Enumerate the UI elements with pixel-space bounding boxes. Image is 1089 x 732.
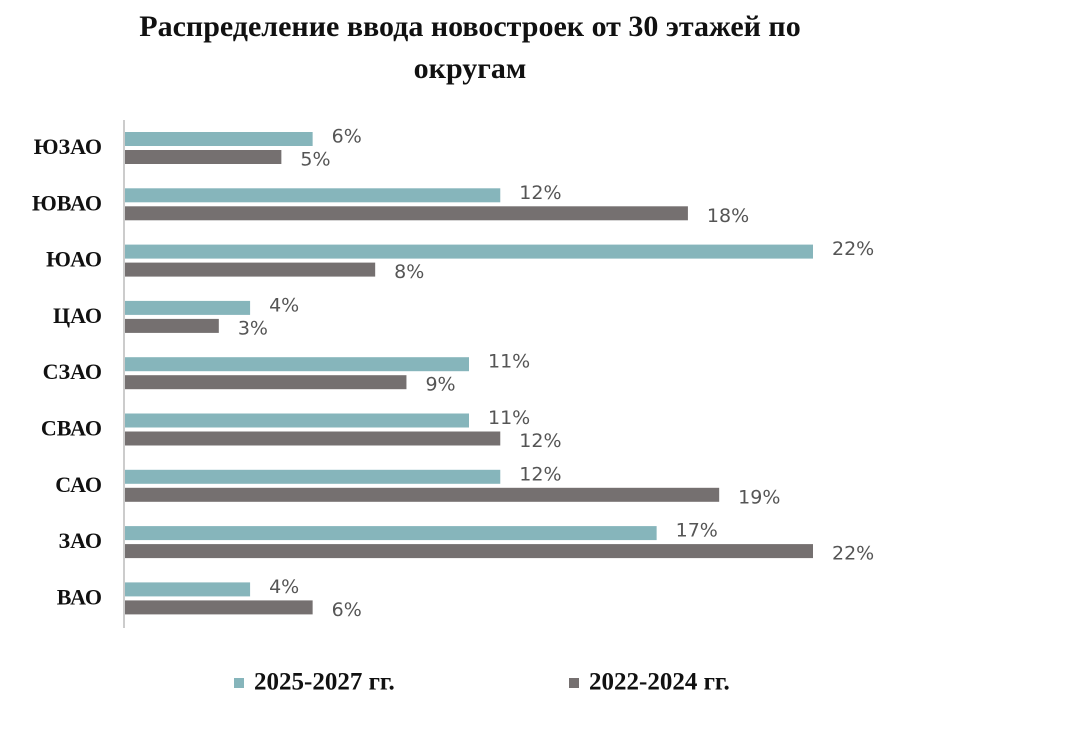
- category-label: ЮЗАО: [34, 134, 102, 159]
- category-label: СВАО: [41, 416, 102, 441]
- value-label: 4%: [269, 294, 299, 316]
- category-label: САО: [55, 472, 102, 497]
- legend-label: 2022-2024 гг.: [589, 669, 730, 696]
- bar: [125, 318, 219, 333]
- value-label: 11%: [488, 407, 530, 429]
- bar: [125, 413, 469, 428]
- value-label: 5%: [300, 149, 330, 171]
- category-label: ВАО: [57, 584, 102, 609]
- value-label: 19%: [738, 486, 780, 508]
- bar: [125, 262, 376, 277]
- category-label: ЮАО: [46, 247, 102, 272]
- value-label: 4%: [269, 576, 299, 598]
- bar: [125, 244, 813, 259]
- value-label: 11%: [488, 351, 530, 373]
- value-label: 22%: [832, 238, 874, 260]
- value-label: 17%: [676, 520, 718, 542]
- bar: [125, 487, 720, 502]
- bar: [125, 600, 313, 615]
- bar: [125, 582, 251, 597]
- bar: [125, 188, 501, 203]
- value-label: 6%: [332, 599, 362, 621]
- value-label: 12%: [519, 463, 561, 485]
- legend-label: 2025-2027 гг.: [254, 669, 395, 696]
- legend-swatch: [234, 678, 244, 688]
- bar: [125, 300, 251, 315]
- bar: [125, 206, 688, 221]
- value-label: 12%: [519, 182, 561, 204]
- category-label: СЗАО: [43, 359, 102, 384]
- value-label: 22%: [832, 543, 874, 565]
- chart-title: Распределение ввода новостроек от 30 эта…: [139, 10, 801, 85]
- value-label: 9%: [425, 374, 455, 396]
- value-label: 12%: [519, 430, 561, 452]
- category-label: ЦАО: [53, 303, 102, 328]
- legend-swatch: [569, 678, 579, 688]
- bar: [125, 132, 313, 146]
- bar: [125, 544, 813, 559]
- bar: [125, 375, 407, 390]
- bar: [125, 150, 282, 164]
- value-label: 3%: [238, 317, 268, 339]
- bar: [125, 469, 501, 484]
- value-label: 8%: [394, 261, 424, 283]
- category-label: ЗАО: [58, 528, 102, 553]
- bar: [125, 357, 469, 372]
- value-label: 18%: [707, 205, 749, 227]
- value-label: 6%: [332, 126, 362, 148]
- bar: [125, 526, 657, 541]
- category-label: ЮВАО: [32, 190, 102, 215]
- bar: [125, 431, 501, 446]
